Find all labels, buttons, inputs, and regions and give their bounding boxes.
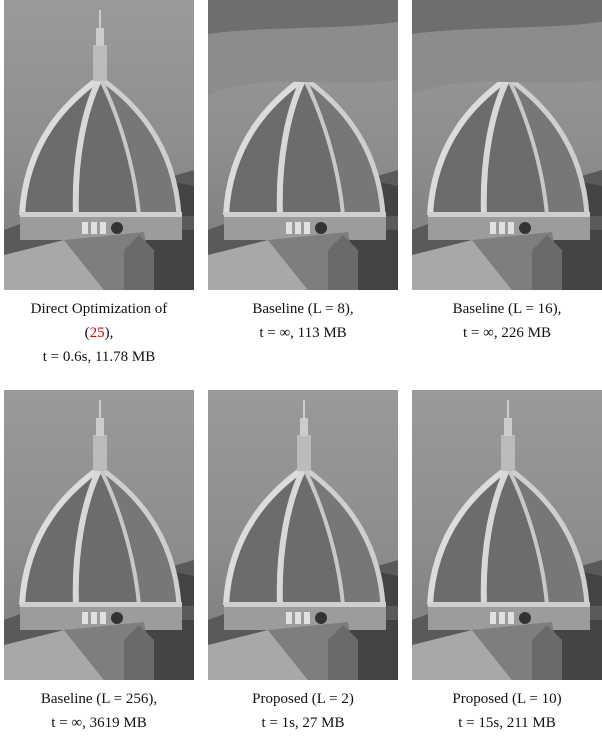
caption-text: t = 15s, 211 MB xyxy=(458,715,556,731)
image-panel xyxy=(208,390,398,680)
caption-text: ), xyxy=(105,325,114,341)
sky-band xyxy=(208,22,398,95)
caption-text: Baseline (L = 256), xyxy=(41,691,157,707)
caption-line: t = 1s, 27 MB xyxy=(261,715,344,731)
caption-text: t = ∞, 226 MB xyxy=(463,325,551,341)
caption-text: Baseline (L = 8), xyxy=(252,301,353,317)
caption-text: ( xyxy=(85,325,90,341)
dome-image xyxy=(4,0,194,290)
sky-band xyxy=(208,0,398,34)
sky-band xyxy=(412,0,602,34)
caption-line: t = ∞, 113 MB xyxy=(259,325,346,341)
caption-line: Baseline (L = 8), xyxy=(252,301,353,317)
image-panel xyxy=(412,390,602,680)
image-panel xyxy=(4,0,194,290)
caption-line: t = 0.6s, 11.78 MB xyxy=(43,349,156,365)
caption-text: Baseline (L = 16), xyxy=(453,301,562,317)
caption-line: (25), xyxy=(85,325,114,341)
caption-line: Proposed (L = 10) xyxy=(452,691,561,707)
caption-line: Baseline (L = 256), xyxy=(41,691,157,707)
reference-link[interactable]: 25 xyxy=(90,325,105,341)
dome-image xyxy=(412,390,602,680)
image-panel xyxy=(4,390,194,680)
caption-text: Direct Optimization of xyxy=(31,301,168,317)
caption-line: Baseline (L = 16), xyxy=(453,301,562,317)
caption-line: t = ∞, 226 MB xyxy=(463,325,551,341)
caption-text: t = 1s, 27 MB xyxy=(261,715,344,731)
dome-image xyxy=(208,390,398,680)
caption-line: Direct Optimization of xyxy=(31,301,168,317)
caption-line: Proposed (L = 2) xyxy=(252,691,354,707)
caption-line: t = ∞, 3619 MB xyxy=(51,715,146,731)
sky-band xyxy=(412,22,602,95)
caption-line: t = 15s, 211 MB xyxy=(458,715,556,731)
caption-text: Proposed (L = 10) xyxy=(452,691,561,707)
image-panel xyxy=(208,0,398,290)
caption-text: t = ∞, 113 MB xyxy=(259,325,346,341)
image-panel xyxy=(412,0,602,290)
caption-text: t = ∞, 3619 MB xyxy=(51,715,146,731)
caption-text: t = 0.6s, 11.78 MB xyxy=(43,349,156,365)
dome-image xyxy=(4,390,194,680)
caption-text: Proposed (L = 2) xyxy=(252,691,354,707)
